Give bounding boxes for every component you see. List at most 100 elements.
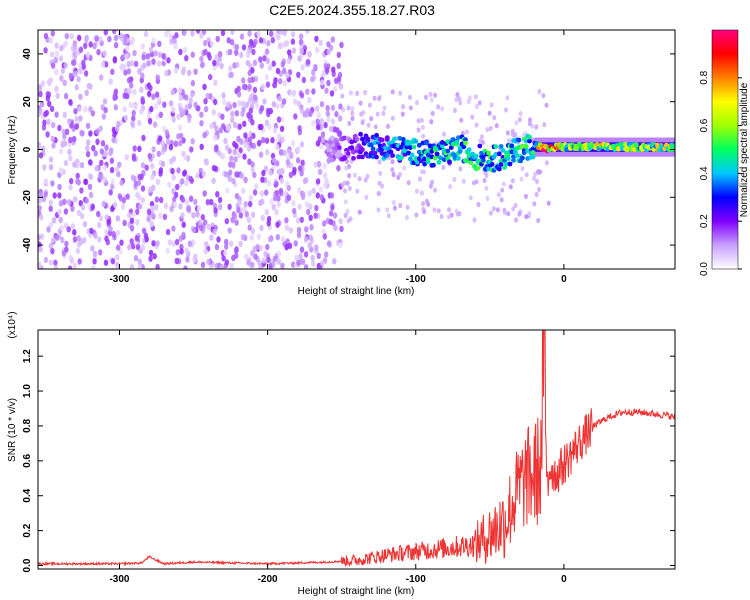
heatmap-cell	[123, 87, 129, 95]
heatmap-cell	[190, 51, 195, 58]
heatmap-cell	[88, 106, 93, 113]
heatmap-cell	[436, 160, 442, 165]
heatmap-cell	[376, 207, 381, 213]
heatmap-cell	[215, 191, 220, 198]
heatmap-cell	[129, 60, 135, 67]
heatmap-cell	[251, 132, 256, 140]
heatmap-cell	[79, 129, 84, 137]
heatmap-cell	[88, 41, 93, 48]
heatmap-cell	[501, 181, 506, 187]
heatmap-cell	[60, 67, 65, 75]
heatmap-cell	[95, 128, 100, 135]
heatmap-cell	[333, 85, 338, 93]
heatmap-cell	[176, 113, 181, 120]
chart-title: C2E5.2024.355.18.27.R03	[269, 2, 435, 18]
heatmap-cell	[173, 191, 179, 198]
heatmap-cell	[38, 197, 42, 204]
heatmap-cell	[108, 78, 113, 85]
heatmap-cell	[355, 188, 360, 194]
heatmap-cell	[45, 95, 50, 102]
heatmap-cell	[463, 140, 468, 146]
heatmap-cell	[155, 263, 160, 269]
heatmap-cell	[51, 217, 57, 224]
heatmap-cell	[271, 204, 276, 211]
heatmap-cell	[475, 165, 481, 171]
heatmap-cell	[222, 98, 227, 106]
heatmap-cell	[313, 212, 318, 219]
heatmap-cell	[224, 259, 230, 266]
x-tick-label: -200	[258, 274, 278, 285]
heatmap-cell	[43, 191, 48, 198]
heatmap-cell	[292, 98, 298, 105]
heatmap-cell	[223, 137, 228, 145]
heatmap-cell	[125, 193, 130, 200]
heatmap-cell	[408, 145, 413, 151]
heatmap-cell	[112, 57, 118, 64]
heatmap-cell	[276, 258, 281, 265]
heatmap-cell	[86, 139, 91, 146]
heatmap-cell	[348, 90, 353, 96]
heatmap-cell	[450, 141, 456, 147]
heatmap-cell	[275, 234, 280, 241]
heatmap-cell	[175, 249, 180, 256]
heatmap-cell	[85, 122, 91, 130]
heatmap-cell	[99, 148, 105, 155]
heatmap-cell	[498, 144, 504, 149]
heatmap-cell	[480, 157, 486, 163]
heatmap-cell	[138, 203, 143, 210]
heatmap-cell	[330, 104, 336, 112]
heatmap-cell	[479, 150, 484, 156]
heatmap-cell	[176, 167, 181, 174]
heatmap-cell	[242, 153, 247, 160]
heatmap-cell	[179, 132, 184, 140]
heatmap-cell	[157, 40, 162, 47]
heatmap-cell	[183, 265, 188, 269]
heatmap-cell	[209, 234, 214, 241]
heatmap-cell	[199, 111, 204, 118]
heatmap-cell	[76, 179, 81, 186]
heatmap-cell	[225, 187, 230, 194]
heatmap-cell	[70, 223, 76, 230]
heatmap-cell	[230, 161, 236, 168]
heatmap-cell	[480, 154, 486, 160]
heatmap-cell	[400, 141, 406, 147]
heatmap-cell	[350, 110, 355, 116]
heatmap-cell	[250, 261, 255, 269]
heatmap-cell	[257, 123, 263, 131]
heatmap-cell	[66, 199, 72, 206]
heatmap-cell	[343, 199, 348, 205]
heatmap-cell	[51, 121, 56, 129]
heatmap-cell	[296, 146, 301, 153]
heatmap-cell	[298, 39, 304, 46]
heatmap-cell	[64, 128, 70, 135]
heatmap-cell	[170, 168, 175, 175]
heatmap-cell	[441, 131, 446, 137]
heatmap-cell	[280, 61, 285, 68]
heatmap-cell	[85, 51, 91, 58]
heatmap-cell	[429, 119, 434, 125]
heatmap-cell	[232, 101, 237, 109]
heatmap-cell	[178, 48, 183, 56]
heatmap-cell	[267, 123, 272, 130]
heatmap-cell	[207, 54, 212, 61]
heatmap-cell	[211, 109, 216, 116]
heatmap-cell	[384, 135, 390, 141]
heatmap-cell	[344, 165, 349, 171]
heatmap-cell	[425, 198, 429, 204]
heatmap-cell	[302, 177, 308, 185]
heatmap-cell	[297, 187, 302, 194]
heatmap-cell	[73, 196, 78, 203]
heatmap-cell	[504, 107, 508, 113]
heatmap-cell	[474, 122, 479, 128]
heatmap-cell	[311, 88, 316, 95]
heatmap-cell	[48, 37, 54, 44]
heatmap-cell	[328, 153, 333, 159]
heatmap-cell	[153, 50, 158, 57]
heatmap-cell	[127, 212, 132, 219]
heatmap-cell	[421, 206, 426, 212]
heatmap-cell	[200, 214, 205, 221]
heatmap-cell	[274, 180, 279, 188]
heatmap-cell	[53, 265, 58, 269]
heatmap-cell	[419, 190, 424, 196]
heatmap-cell	[477, 143, 483, 149]
